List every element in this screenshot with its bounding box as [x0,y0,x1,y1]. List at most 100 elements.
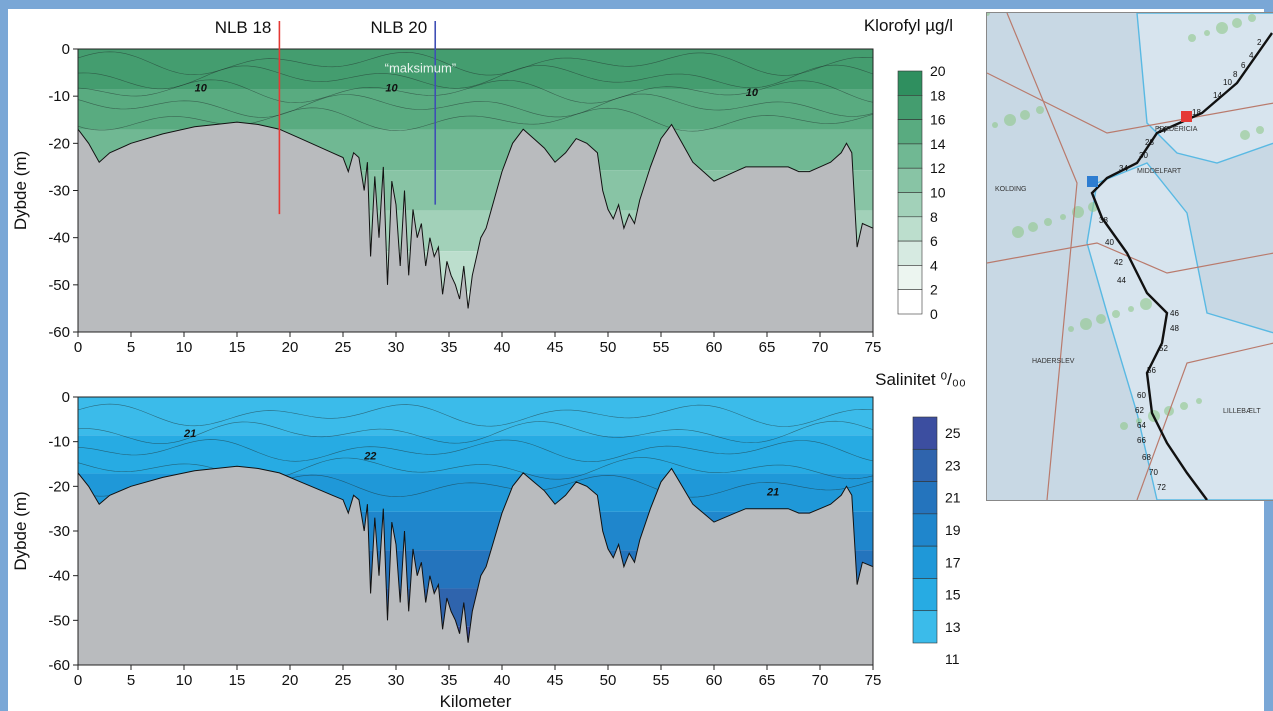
route-km-label: 64 [1137,421,1146,430]
colorbar-swatch [912,448,938,482]
colorbar-label: 18 [930,87,946,103]
colorbar-swatch [912,513,938,547]
forest-patch [1232,18,1242,28]
route-km-label: 46 [1170,309,1179,318]
colorbar-label: 25 [945,425,961,441]
route-km-label: 28 [1145,138,1154,147]
colorbar-label: 8 [930,209,938,225]
forest-patch [1128,306,1134,312]
route-km-label: 52 [1159,344,1168,353]
forest-patch [1204,30,1210,36]
route-km-label: 6 [1241,61,1246,70]
forest-patch [1240,130,1250,140]
forest-patch [1004,114,1016,126]
place-label: FREDERICIA [1155,126,1198,133]
road [1006,13,1078,500]
x-tick-label: 55 [653,339,670,356]
depth-section-charts: 0 5 10 15 20 25 30 35 40 45 50 55 60 65 70 750-10-20-30… [11,16,966,711]
forest-patch [1196,398,1202,404]
contour-label: 10 [195,82,208,94]
x-tick-label: 10 [176,339,193,356]
forest-patch [1216,22,1228,34]
station-marker-blue [1087,176,1098,187]
colorbar-swatch [897,143,923,169]
route-km-label: 44 [1117,276,1126,285]
colorbar-swatch [897,119,923,145]
x-tick-label: 40 [494,672,511,689]
contour-line [77,51,874,76]
forest-patch [1096,314,1106,324]
x-tick-label: 35 [441,339,458,356]
colorbar-label: 11 [945,651,960,667]
forest-patch [1044,218,1052,226]
colorbar-swatch [897,70,923,96]
route-km-label: 72 [1157,483,1166,492]
figure-frame: 0 5 10 15 20 25 30 35 40 45 50 55 60 65 70 75 0 -10 -20 -30… [8,9,1273,711]
x-axis-label: Kilometer [440,692,512,711]
x-tick-label: 25 [335,672,352,689]
route-km-label: 60 [1137,391,1146,400]
colorbar-label: 23 [945,457,961,473]
x-tick-label: 0 [74,672,82,689]
route-km-label: 4 [1249,51,1254,60]
contour-label: 21 [183,428,196,440]
y-tick-label: -30 [48,523,70,540]
annotation-text: “maksimum” [385,61,457,76]
colorbar-label: 19 [945,522,961,538]
y-tick-label: -10 [48,88,70,105]
forest-patch [1020,110,1030,120]
x-tick-label: 40 [494,339,511,356]
forest-patch [992,122,998,128]
y-tick-label: 0 [62,41,70,58]
x-tick-label: 65 [759,339,776,356]
contour-line [77,93,874,118]
forest-patch [1028,222,1038,232]
x-tick-label: 75 [865,672,882,689]
route-km-label: 40 [1105,238,1114,247]
y-tick-label: -40 [48,230,70,247]
contour-line [77,64,874,90]
forest-patch [1012,226,1024,238]
forest-patch [1060,214,1066,220]
colorbar-swatch [897,240,923,266]
y-tick-label: -40 [48,568,70,585]
forest-patch [1068,326,1074,332]
x-tick-label: 10 [176,672,193,689]
y-tick-label: -50 [48,277,70,294]
colorbar-swatch [912,610,938,644]
contour-label: 22 [363,451,376,463]
colorbar-label: 21 [945,490,961,506]
contour-label: 10 [746,87,759,99]
y-axis-label: Dybde (m) [11,151,30,230]
x-tick-label: 60 [706,672,723,689]
colorbar-swatch [912,578,938,612]
y-axis-label: Dybde (m) [11,491,30,570]
contour-line [77,107,874,132]
water-band [78,435,873,474]
x-tick-label: 55 [653,672,670,689]
colorbar-title: Salinitet ⁰/₀₀ [875,370,966,389]
seabed-profile [77,121,874,333]
colorbar-label: 16 [930,112,946,128]
forest-patch [1120,422,1128,430]
y-tick-label: -60 [48,657,70,674]
x-tick-label: 20 [282,339,299,356]
colorbar-label: 10 [930,185,946,201]
x-tick-label: 65 [759,672,776,689]
y-tick-label: -50 [48,612,70,629]
x-tick-label: 5 [127,672,135,689]
colorbar-swatch [912,545,938,579]
route-line [1090,32,1273,500]
route-km-label: 10 [1223,78,1232,87]
contour-line [77,403,874,427]
route-km-label: 14 [1213,91,1222,100]
colorbar-label: 17 [945,554,961,570]
colorbar-label: 13 [945,619,961,635]
x-tick-label: 75 [865,339,882,356]
colorbar-swatch [912,481,938,515]
chart-panel-2: 0 5 10 15 20 25 30 35 40 45 50 55 60 65 70 75 0 -10 -20 -30… [11,370,966,711]
forest-patch [1140,298,1152,310]
forest-patch [1136,418,1142,424]
y-tick-label: -10 [48,434,70,451]
